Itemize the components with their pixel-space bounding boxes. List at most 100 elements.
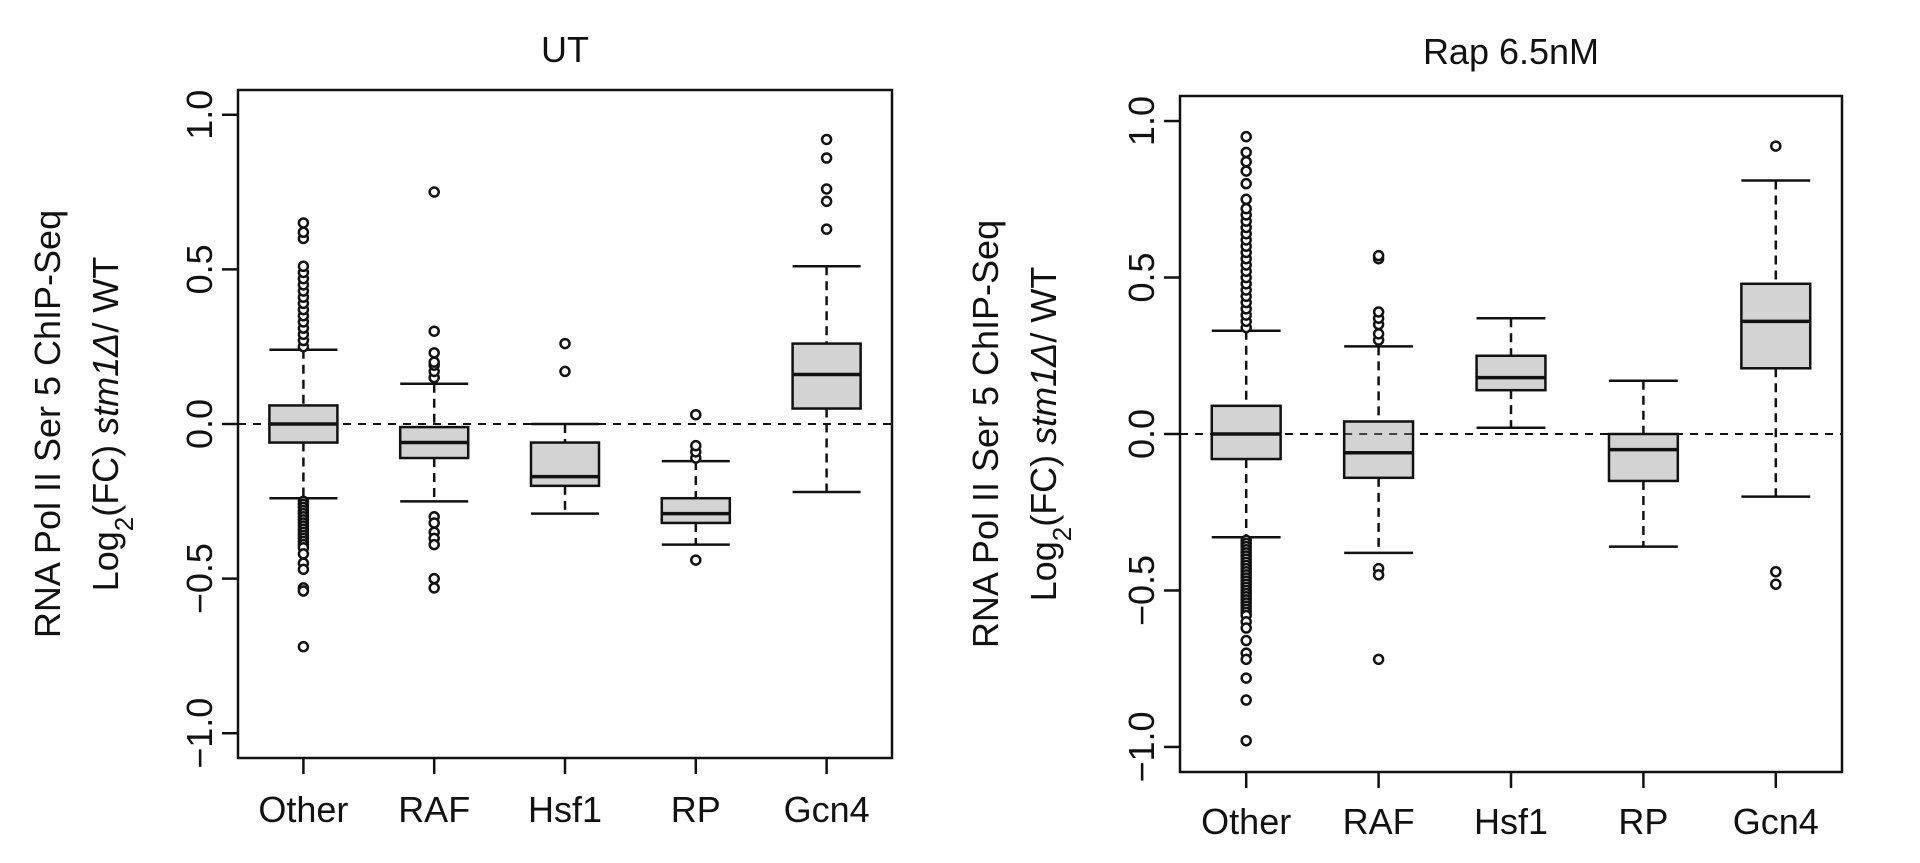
y-axis-label-part: / WT bbox=[85, 257, 126, 333]
box-other bbox=[268, 217, 339, 653]
panel-rap: Rap 6.5nM −1.0 −0.5 0.0 0.5 1.0 RNA Pol II Ser… bbox=[965, 31, 1844, 842]
y-tick-label: −1.0 bbox=[179, 698, 220, 769]
outlier-point bbox=[297, 640, 310, 653]
outlier-point bbox=[1240, 165, 1252, 177]
outlier-point bbox=[1240, 193, 1252, 206]
y-tick-label: 0.5 bbox=[179, 244, 220, 294]
x-tick-label: Other bbox=[1201, 801, 1291, 842]
y-tick-label: −0.5 bbox=[179, 543, 220, 614]
outlier-point bbox=[1240, 146, 1252, 159]
outlier-point bbox=[820, 223, 833, 235]
y-axis-label-part: (FC) bbox=[1023, 445, 1064, 527]
box-rp bbox=[660, 408, 732, 566]
outlier-point bbox=[1770, 565, 1782, 578]
outlier-point bbox=[297, 563, 310, 576]
box-raf bbox=[398, 186, 470, 594]
box-gcn4 bbox=[1740, 140, 1812, 590]
outlier-point bbox=[1372, 569, 1385, 581]
y-axis-label-part: Log bbox=[85, 531, 126, 591]
outlier-point bbox=[1240, 694, 1252, 706]
x-tick-label: Gcn4 bbox=[784, 789, 870, 830]
outlier-point bbox=[428, 347, 440, 359]
x-tick-label: RAF bbox=[1343, 801, 1415, 842]
outlier-point bbox=[690, 554, 702, 566]
outlier-point bbox=[559, 337, 571, 350]
outlier-point bbox=[820, 195, 833, 208]
outlier-point bbox=[428, 517, 440, 529]
outlier-point bbox=[1372, 306, 1385, 318]
outlier-point bbox=[1372, 653, 1385, 666]
y-axis-label-part: / WT bbox=[1023, 267, 1064, 343]
box-hsf1 bbox=[529, 337, 601, 515]
chart-title: Rap 6.5nM bbox=[1423, 31, 1599, 72]
y-axis-label-part: Log bbox=[1023, 541, 1064, 601]
box-rp bbox=[1607, 379, 1680, 548]
outlier-point bbox=[428, 325, 440, 337]
outlier-point bbox=[1240, 202, 1252, 215]
x-tick-label: RP bbox=[1618, 801, 1668, 842]
x-tick-label: Hsf1 bbox=[528, 789, 602, 830]
y-axis-label-part: 2 bbox=[1047, 527, 1077, 541]
y-axis-label-part: (FC) bbox=[85, 435, 126, 517]
y-tick-label: −1.0 bbox=[1121, 711, 1162, 782]
outlier-point bbox=[1372, 328, 1385, 340]
x-tick-label: Hsf1 bbox=[1474, 801, 1548, 842]
outlier-point bbox=[1240, 177, 1252, 190]
outlier-point bbox=[1770, 578, 1782, 590]
y-tick-label: 0.0 bbox=[179, 399, 220, 449]
y-tick-label: 1.0 bbox=[1121, 96, 1162, 146]
y-axis-label-line2: Log2(FC) stm1Δ/ WT bbox=[85, 257, 139, 592]
iqr-box bbox=[1740, 282, 1812, 370]
iqr-box bbox=[660, 496, 732, 525]
y-tick-label: −0.5 bbox=[1121, 555, 1162, 626]
x-tick-label: Gcn4 bbox=[1733, 801, 1819, 842]
x-tick-label: RAF bbox=[398, 789, 470, 830]
outlier-point bbox=[820, 183, 833, 195]
outlier-point bbox=[297, 548, 310, 560]
y-axis-label-line1: RNA Pol II Ser 5 ChIP-Seq bbox=[965, 220, 1006, 648]
outlier-point bbox=[690, 439, 702, 452]
y-axis-label-line2: Log2(FC) stm1Δ/ WT bbox=[1023, 267, 1077, 602]
y-axis-label-part: stm1Δ bbox=[85, 333, 126, 435]
outlier-point bbox=[297, 217, 310, 229]
outlier-point bbox=[428, 186, 440, 198]
outlier-point bbox=[820, 152, 833, 164]
outlier-point bbox=[297, 260, 310, 273]
outlier-point bbox=[428, 538, 440, 551]
iqr-box bbox=[1475, 354, 1547, 392]
outlier-point bbox=[820, 133, 833, 146]
outlier-point bbox=[1240, 653, 1252, 666]
outlier-point bbox=[1770, 140, 1782, 152]
outlier-point bbox=[559, 365, 571, 378]
outlier-point bbox=[1240, 672, 1252, 684]
outlier-point bbox=[1240, 634, 1252, 647]
box-hsf1 bbox=[1475, 316, 1547, 429]
outlier-point bbox=[1240, 130, 1252, 143]
outlier-point bbox=[1240, 734, 1252, 747]
outlier-point bbox=[428, 572, 440, 585]
y-tick-label: 1.0 bbox=[179, 90, 220, 140]
iqr-box bbox=[1342, 420, 1415, 480]
x-tick-label: RP bbox=[671, 789, 721, 830]
outlier-point bbox=[690, 408, 702, 421]
box-gcn4 bbox=[791, 133, 862, 494]
box-raf bbox=[1342, 249, 1415, 666]
iqr-box bbox=[529, 441, 601, 488]
box-other bbox=[1210, 130, 1282, 747]
y-tick-label: 0.5 bbox=[1121, 252, 1162, 302]
y-axis-label-line1: RNA Pol II Ser 5 ChIP-Seq bbox=[27, 210, 68, 638]
outlier-point bbox=[1240, 622, 1252, 634]
outlier-point bbox=[297, 585, 310, 597]
outlier-point bbox=[1372, 249, 1385, 262]
y-axis-label-part: stm1Δ bbox=[1023, 343, 1064, 445]
y-axis-label-part: 2 bbox=[109, 517, 139, 531]
outlier-point bbox=[1240, 155, 1252, 168]
outlier-point bbox=[428, 582, 440, 594]
outlier-point bbox=[428, 356, 440, 368]
y-tick-label: 0.0 bbox=[1121, 409, 1162, 459]
panel-ut: UT −1.0 −0.5 0.0 0.5 1.0 RNA Pol II Ser 5 ChIP… bbox=[27, 29, 894, 830]
chart-title: UT bbox=[541, 29, 589, 70]
x-tick-label: Other bbox=[258, 789, 348, 830]
